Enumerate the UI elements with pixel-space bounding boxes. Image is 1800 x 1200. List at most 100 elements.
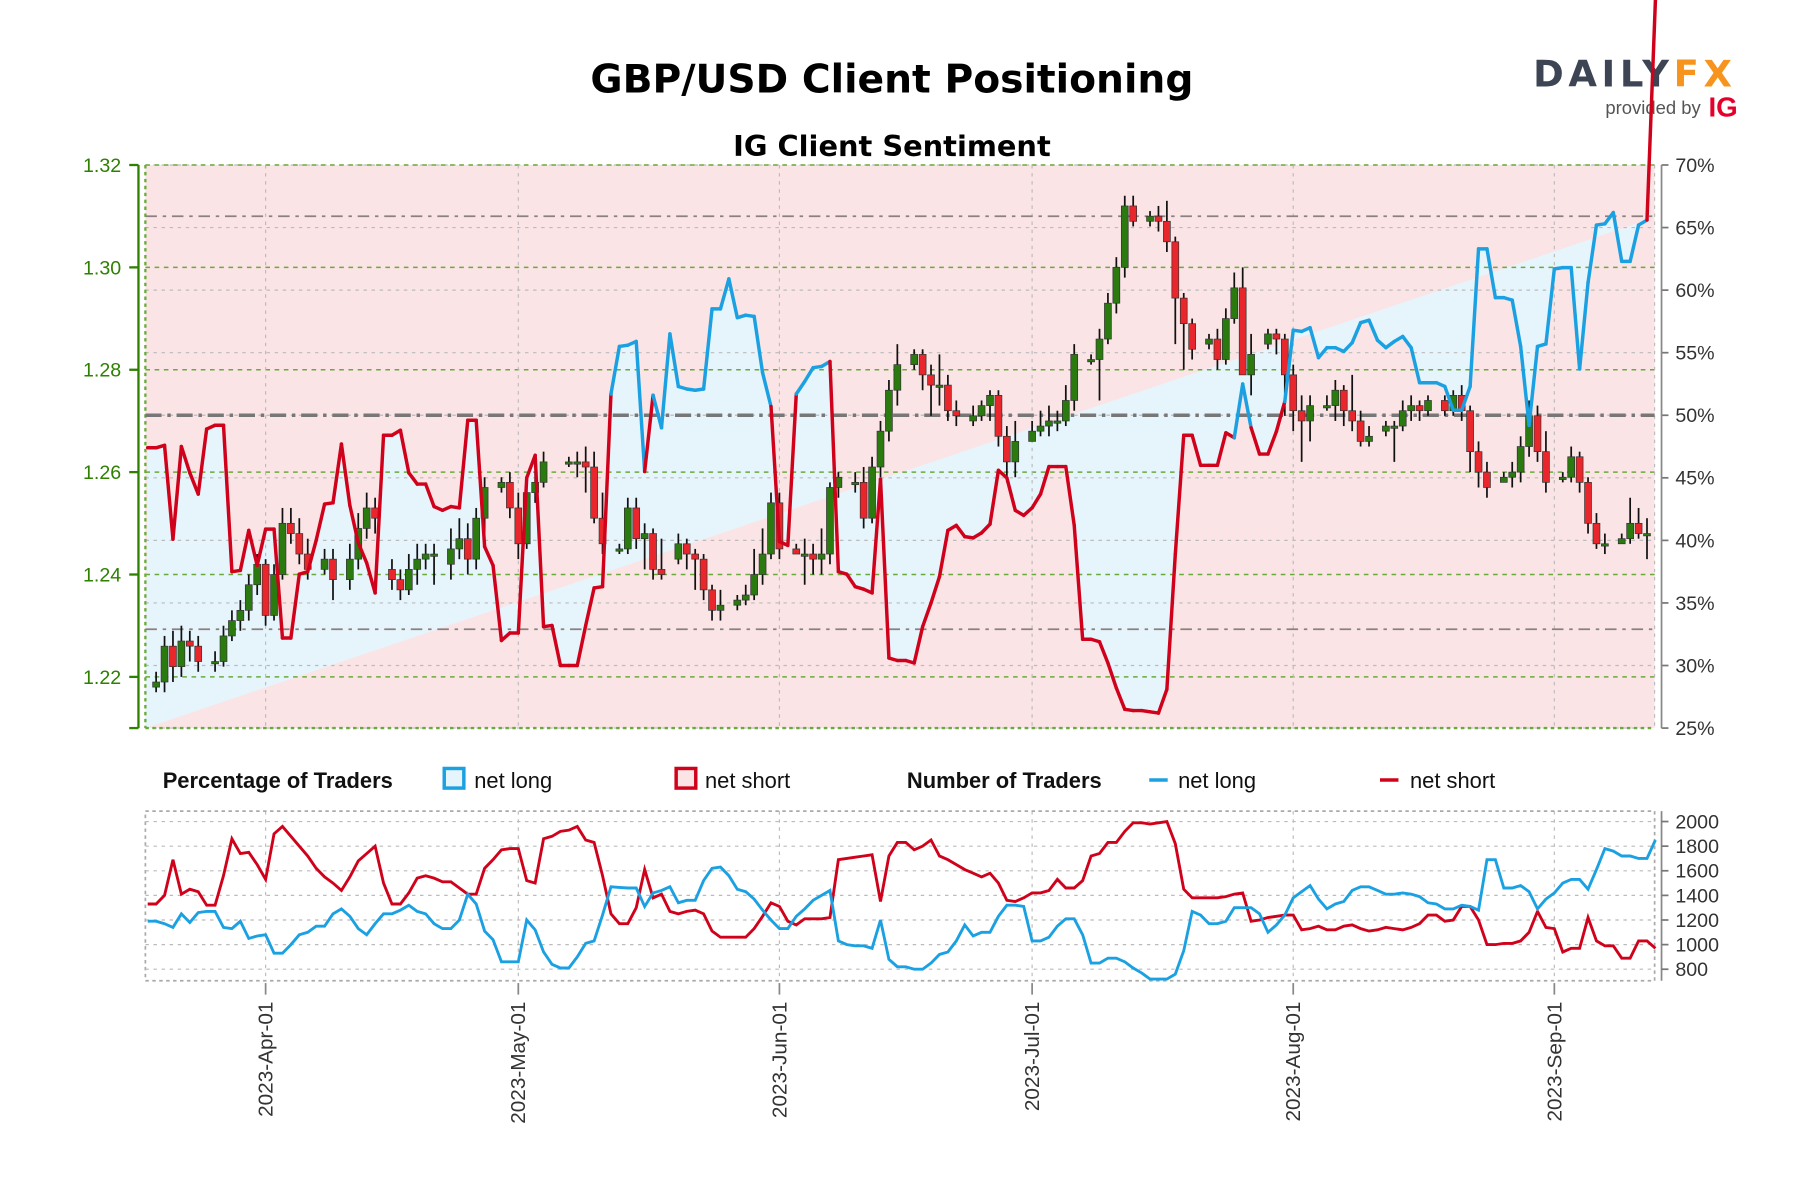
price-tick-label: 1.26 — [83, 462, 121, 484]
net-long-pct-segment — [1400, 334, 1413, 350]
net-long-pct-segment — [356, 541, 369, 565]
bullish-candle — [160, 645, 169, 683]
bearish-candle — [944, 384, 952, 412]
bullish-candle — [868, 466, 876, 519]
bullish-candle — [977, 405, 986, 417]
net-long-pct-segment — [1072, 523, 1085, 641]
bearish-candle — [396, 579, 405, 591]
logo-provided-by: provided by — [1605, 97, 1701, 118]
bullish-candle — [1087, 359, 1095, 363]
net-long-pct-segment — [1266, 429, 1279, 456]
bearish-candle — [1163, 220, 1171, 243]
bullish-candle — [253, 563, 261, 586]
bullish-candle — [228, 620, 236, 637]
net-long-pct-segment — [929, 574, 942, 605]
net-long-pct-segment — [752, 314, 765, 375]
net-long-pct-segment — [878, 477, 891, 660]
bullish-candle — [1104, 302, 1112, 340]
bearish-candle — [994, 395, 1003, 437]
net-long-pct-segment — [1510, 298, 1523, 349]
bullish-candle — [1365, 435, 1373, 442]
legend-num-long: net long — [1178, 768, 1256, 793]
net-long-pct-segment — [794, 379, 807, 396]
net-long-pct-segment — [1443, 384, 1455, 412]
bullish-candle — [1382, 425, 1390, 432]
logo-brand-main: DAILY — [1533, 53, 1674, 96]
bullish-candle — [320, 558, 329, 570]
net-long-pct-segment — [1518, 344, 1531, 427]
net-long-pct-segment — [1038, 464, 1051, 496]
bullish-candle — [741, 594, 750, 601]
bearish-candle — [649, 533, 657, 570]
bullish-candle — [767, 502, 775, 555]
bullish-candle — [1095, 338, 1104, 360]
net-long-pct-segment — [550, 623, 563, 668]
bearish-candle — [1272, 333, 1281, 340]
net-long-pct-segment — [516, 476, 529, 635]
bullish-candle — [404, 569, 413, 591]
net-long-pct-segment — [221, 423, 234, 574]
bearish-candle — [1356, 420, 1365, 442]
bearish-candle — [1280, 338, 1289, 376]
net-long-pct-segment — [1409, 345, 1422, 385]
bullish-candle — [1643, 533, 1651, 537]
traders-tick-label: 2000 — [1675, 811, 1719, 833]
net-long-pct-segment — [701, 307, 714, 391]
net-long-pct-segment — [996, 468, 1009, 480]
bullish-candle — [885, 389, 893, 432]
bearish-candle — [1339, 389, 1348, 412]
net-long-pct-segment — [769, 404, 782, 544]
pct-tick-label: 70% — [1675, 155, 1714, 177]
bullish-candle — [1424, 400, 1432, 412]
bearish-candle — [1171, 241, 1180, 299]
bullish-candle — [1617, 538, 1626, 545]
net-long-pct-segment — [491, 563, 504, 643]
net-long-pct-segment — [499, 631, 512, 643]
bullish-candle — [674, 543, 683, 560]
bearish-candle — [514, 507, 523, 545]
pct-tick-label: 50% — [1675, 405, 1714, 427]
net-short-traders-line — [147, 819, 1657, 960]
bearish-candle — [1533, 415, 1542, 453]
legend-pct-short: net short — [705, 768, 790, 793]
net-long-pct-segment — [659, 332, 672, 430]
traders-tick-label: 1200 — [1675, 910, 1719, 932]
bearish-candle — [1238, 287, 1247, 376]
net-long-pct-segment — [600, 392, 613, 589]
bullish-candle — [1205, 338, 1213, 345]
net-long-pct-segment — [634, 339, 647, 474]
bearish-candle — [699, 558, 708, 591]
bullish-candle — [573, 461, 582, 465]
price-tick-label: 1.24 — [83, 564, 121, 586]
bullish-candle — [1011, 441, 1020, 463]
net-long-pct-segment — [196, 427, 209, 496]
bearish-candle — [1474, 451, 1483, 473]
bullish-candle — [362, 507, 371, 529]
traders-tick-label: 1000 — [1675, 935, 1719, 957]
traders-panel: 2023-Apr-01 2023-May-01 2023-Jun-01 2023-Ju… — [144, 810, 1719, 1124]
legend-pct-short-swatch — [674, 766, 698, 790]
bullish-candle — [800, 553, 809, 557]
bullish-candle — [640, 533, 649, 540]
net-long-pct-segment — [533, 453, 546, 629]
net-long-pct-segment — [979, 522, 992, 535]
bearish-candle — [1575, 456, 1584, 483]
bullish-candle — [1028, 430, 1036, 442]
bullish-candle — [244, 584, 253, 611]
net-long-pct-segment — [583, 586, 596, 628]
bullish-candle — [430, 553, 438, 557]
bearish-candle — [657, 569, 666, 575]
bearish-candle — [792, 548, 801, 555]
net-long-pct-segment — [1173, 433, 1186, 556]
bearish-candle — [388, 569, 396, 580]
net-long-pct-segment — [1544, 267, 1557, 346]
price-tick-label: 1.30 — [83, 257, 121, 279]
net-long-pct-segment — [238, 528, 251, 573]
net-long-pct-segment — [1569, 265, 1582, 371]
chart-title: GBP/USD Client Positioning — [590, 57, 1193, 102]
legend-pct-title: Percentage of Traders — [163, 768, 393, 793]
net-long-pct-segment — [802, 365, 815, 384]
bearish-candle — [1003, 435, 1011, 463]
net-long-pct-segment — [1577, 280, 1590, 371]
net-long-pct-segment — [1645, 0, 1658, 222]
